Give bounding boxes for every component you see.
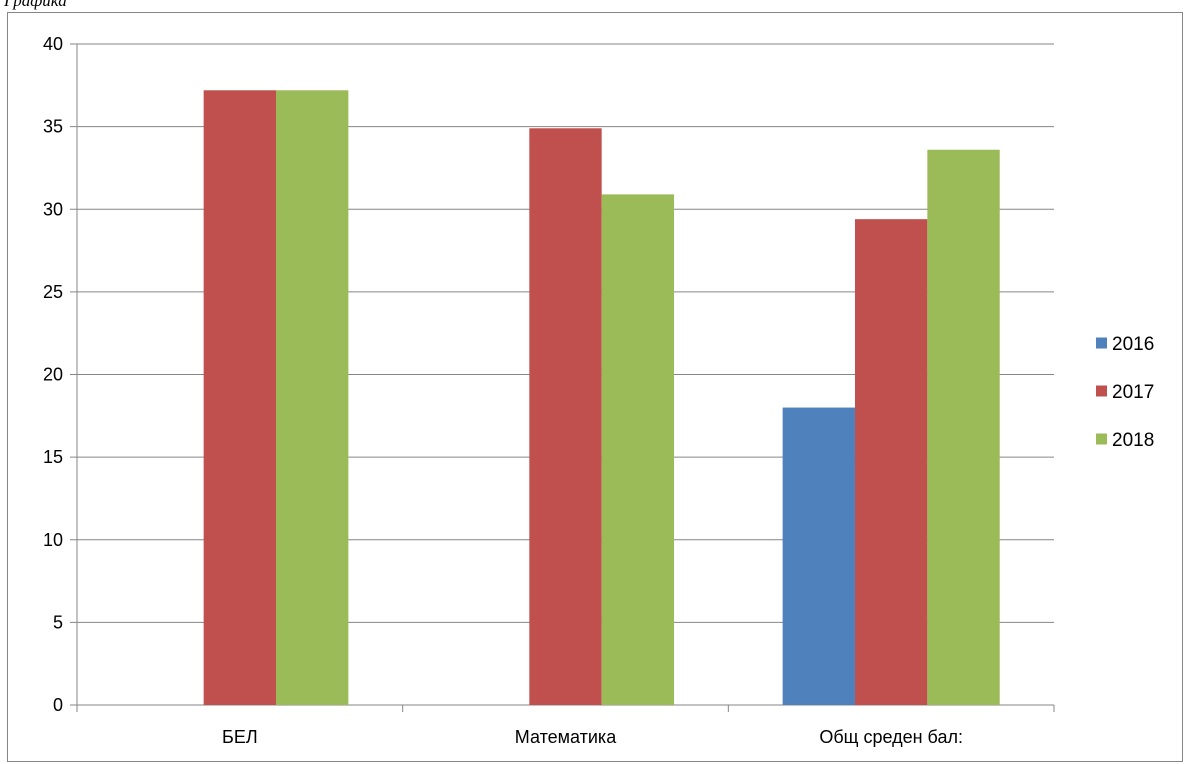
y-tick-labels: 0 5 10 15 20 25 30 35 40 [43, 34, 63, 715]
y-tick-label: 10 [43, 530, 63, 550]
bars [203, 90, 1000, 706]
x-tick-labels: БЕЛ Математика Общ среден бал: [222, 727, 963, 747]
legend-label-2017: 2017 [1112, 382, 1154, 403]
bar-2017-3 [854, 219, 928, 706]
y-tick-label: 25 [43, 282, 63, 302]
chart-frame: 0 5 10 15 20 25 30 35 40 БЕЛ Математика Общ среден… [7, 12, 1183, 762]
x-tick-label: Математика [515, 727, 617, 747]
y-tick-label: 5 [53, 612, 63, 632]
legend-label-2018: 2018 [1112, 430, 1154, 451]
bar-2016-3 [782, 407, 855, 705]
x-tick-label: Общ среден бал: [819, 727, 963, 747]
y-tick-label: 20 [43, 365, 63, 385]
legend-label-2016: 2016 [1112, 334, 1154, 355]
x-tick-label: БЕЛ [222, 727, 258, 747]
legend: 2016 2017 2018 [1096, 334, 1154, 451]
y-tick-label: 40 [43, 34, 63, 54]
bar-2017-1 [203, 90, 277, 705]
legend-swatch-2017 [1096, 385, 1107, 397]
y-tick-label: 15 [43, 447, 63, 467]
bar-2018-1 [276, 90, 349, 705]
bar-2018-3 [927, 149, 1000, 705]
legend-swatch-2016 [1096, 337, 1107, 349]
legend-swatch-2018 [1096, 433, 1107, 445]
y-tick-label: 35 [43, 117, 63, 137]
y-tick-label: 30 [43, 199, 63, 219]
bar-2018-2 [601, 194, 675, 705]
figure-heading: Графика [4, 0, 67, 10]
y-tick-label: 0 [53, 695, 63, 715]
bar-chart: 0 5 10 15 20 25 30 35 40 БЕЛ Математика Общ среден… [43, 34, 1154, 747]
bar-2017-2 [529, 128, 602, 706]
